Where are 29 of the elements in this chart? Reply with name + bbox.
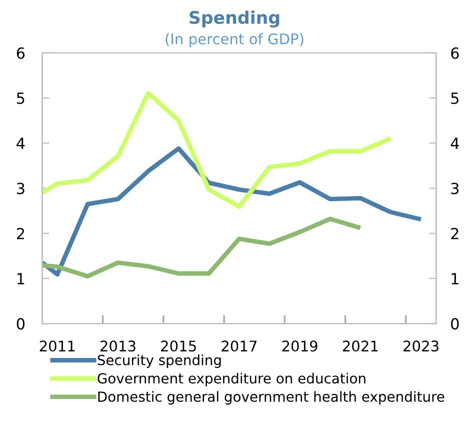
y-tick-label: 0 [16, 318, 25, 330]
y-tick-label: 5 [17, 92, 24, 104]
x-tick-label: 2021 [342, 340, 378, 352]
y2-tick-label: 4 [450, 138, 459, 149]
y-tick-label: 2 [16, 228, 24, 240]
x-tick-label: 2019 [282, 340, 318, 352]
y2-tick-label: 6 [451, 47, 459, 59]
x-tick-label: 2011 [40, 340, 75, 352]
line-series [42, 90, 393, 209]
x-tick-label: 2015 [161, 340, 196, 352]
y-tick-label: 1 [18, 273, 24, 284]
x-tick-label: 2023 [404, 340, 438, 352]
y-tick-label: 6 [16, 47, 25, 59]
y2-tick-label: 5 [451, 92, 458, 104]
chart-title: Spending [190, 10, 280, 28]
x-tick-label: 2013 [100, 340, 136, 352]
line-series [42, 216, 363, 278]
y-tick-label: 3 [16, 182, 24, 194]
x-tick-label: 2017 [222, 340, 256, 352]
y2-tick-label: 1 [452, 273, 458, 284]
chart-subtitle: (In percent of GDP) [166, 33, 304, 48]
y2-tick-label: 3 [451, 182, 459, 194]
legend-label: Security spending [98, 354, 221, 368]
y2-tick-label: 0 [451, 318, 459, 330]
legend-label: Government expenditure on education [98, 372, 366, 386]
legend-label: Domestic general government health expenditure [98, 391, 444, 405]
y-tick-label: 4 [16, 138, 25, 149]
y2-tick-label: 2 [451, 228, 458, 240]
line-series [42, 146, 424, 277]
